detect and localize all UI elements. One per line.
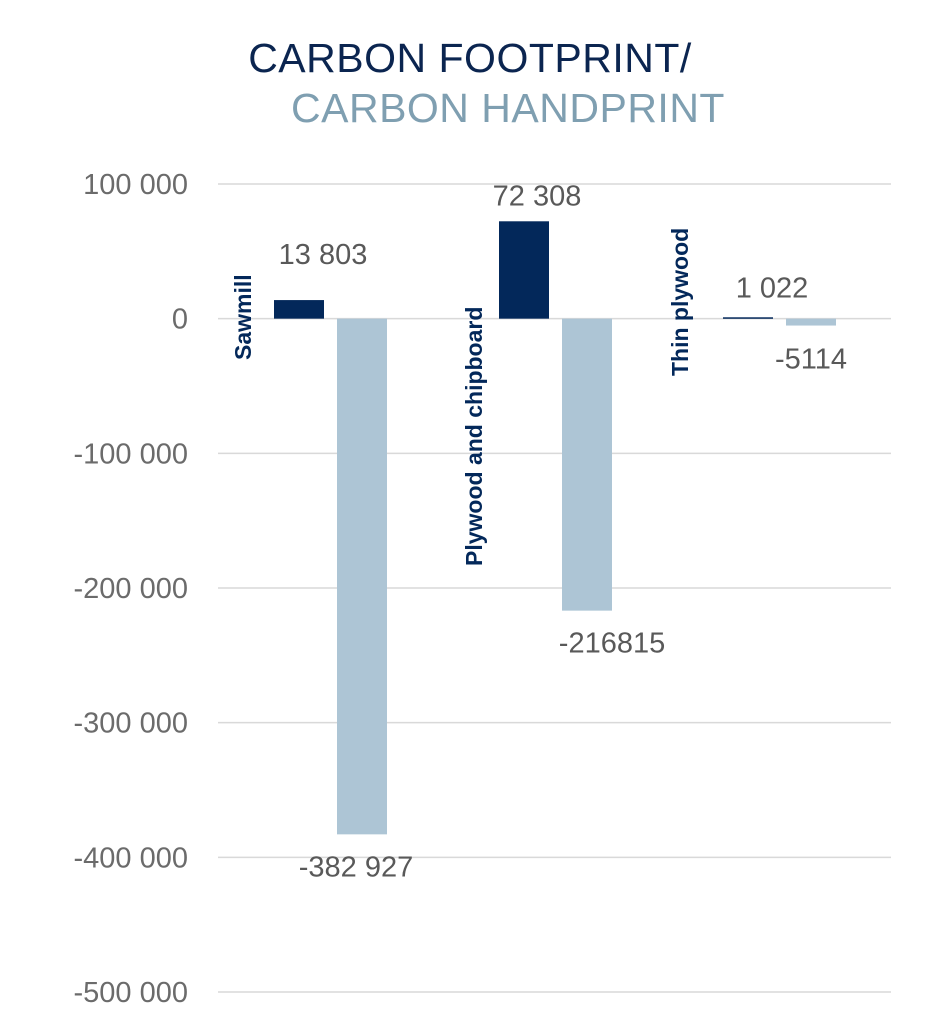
y-tick-label: 0: [172, 304, 188, 336]
bar-footprint: [723, 317, 773, 319]
chart-title: CARBON FOOTPRINT/ CARBON HANDPRINT: [248, 35, 725, 131]
bar-footprint: [499, 221, 549, 319]
category-label: Plywood and chipboard: [461, 307, 487, 566]
category-label: Sawmill: [230, 274, 256, 360]
y-tick-label: -200 000: [74, 573, 189, 605]
y-tick-label: -300 000: [74, 708, 189, 740]
gridlines: [218, 183, 891, 993]
bar-handprint: [786, 318, 836, 326]
category-label: Thin plywood: [667, 228, 693, 376]
y-tick-label: -100 000: [74, 438, 189, 470]
data-label-handprint: -382 927: [299, 851, 414, 883]
bars: [274, 221, 836, 835]
y-tick-label: -400 000: [74, 842, 189, 874]
chart-title-slash: /: [680, 35, 692, 81]
y-axis-tick-labels: 100 000 0 -100 000 -200 000 -300 000 -400 000…: [74, 169, 189, 1009]
data-label-handprint: -216815: [559, 628, 665, 660]
data-labels: 13 803 72 308 1 022 -382 927 -216815 -5114: [279, 180, 847, 883]
bar-handprint: [562, 318, 612, 611]
data-label-footprint: 72 308: [493, 180, 582, 212]
data-label-footprint: 13 803: [279, 239, 368, 271]
chart-title-line-1: CARBON FOOTPRINT: [248, 35, 680, 81]
y-tick-label: 100 000: [83, 169, 188, 201]
bar-footprint: [274, 300, 324, 319]
bar-handprint: [337, 318, 387, 835]
data-label-footprint: 1 022: [736, 272, 809, 304]
svg-text:CARBON FOOTPRINT/: CARBON FOOTPRINT/: [248, 35, 692, 81]
chart-title-line-2: CARBON HANDPRINT: [291, 85, 725, 131]
y-tick-label: -500 000: [74, 977, 189, 1009]
category-labels: Sawmill Plywood and chipboard Thin plywood: [230, 228, 693, 566]
data-label-handprint: -5114: [775, 344, 847, 376]
